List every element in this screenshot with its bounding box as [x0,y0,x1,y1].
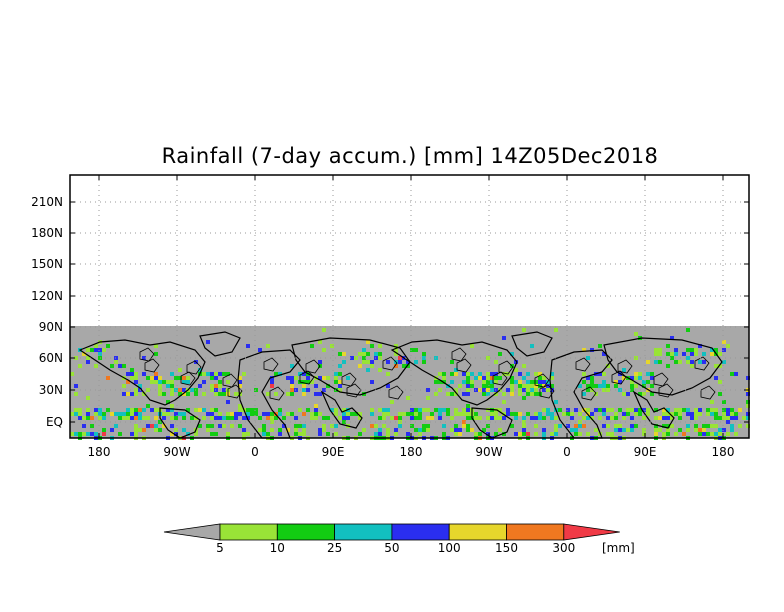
colorbar-swatch [448,523,507,541]
lat-tick-label: 90N [39,320,63,334]
map-plot-area [69,174,750,440]
lat-tick-label: 60N [39,351,63,365]
lon-tick-label: 180 [88,445,111,459]
colorbar-swatch [563,523,620,541]
colorbar-tick-label: 50 [384,541,399,555]
map-frame [69,174,750,439]
colorbar-tick-label: 150 [495,541,518,555]
latitude-axis: 210N 180N 150N 120N 90N 60N 30N EQ [31,195,749,429]
colorbar-tick-label: 10 [270,541,285,555]
lon-tick-label: 90E [322,445,345,459]
lon-tick-label: 180 [712,445,735,459]
colorbar-tick-label: 100 [438,541,461,555]
colorbar: 5 10 25 50 100 150 300 [163,523,620,555]
colorbar-swatch [391,523,450,541]
colorbar-tick-label: 300 [552,541,575,555]
lon-tick-label: 0 [251,445,259,459]
lon-tick-label: 90W [163,445,190,459]
lat-tick-label: 150N [31,257,63,271]
colorbar-tick-label: 5 [216,541,224,555]
lat-tick-label: 30N [39,383,63,397]
map-title: Rainfall (7-day accum.) [mm] 14Z05Dec201… [162,144,659,168]
colorbar-swatch [334,523,393,541]
colorbar-swatch [506,523,565,541]
colorbar-swatch [276,523,335,541]
lat-tick-label: 210N [31,195,63,209]
colorbar-unit-label: [mm] [602,541,635,555]
lat-tick-label: EQ [46,415,63,429]
lon-tick-label: 0 [563,445,571,459]
colorbar-tick-label: 25 [327,541,342,555]
colorbar-swatch [219,523,278,541]
lon-tick-label: 90E [634,445,657,459]
coastline-overlay [78,331,723,439]
colorbar-swatch [163,523,221,541]
lat-tick-label: 180N [31,226,63,240]
lon-tick-label: 90W [475,445,502,459]
lat-tick-label: 120N [31,289,63,303]
grid-lines [70,175,749,438]
longitude-axis: 180 90W 0 90E 180 90W 0 90E 180 [88,175,735,459]
lon-tick-label: 180 [400,445,423,459]
